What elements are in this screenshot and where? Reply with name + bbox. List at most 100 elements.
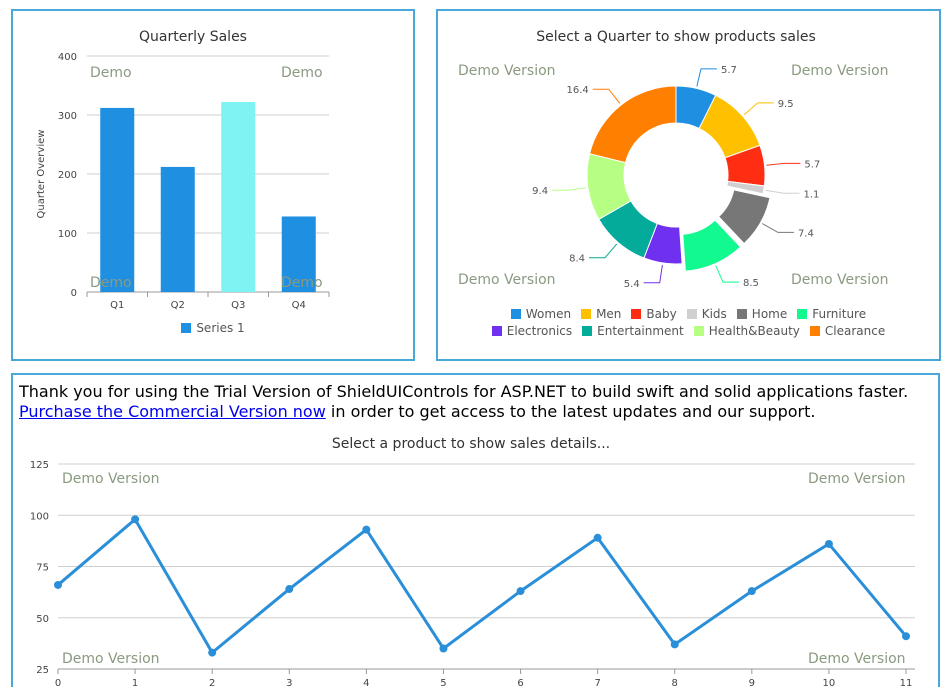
line-data-point[interactable] [593,533,602,542]
donut-label-connector [762,223,794,233]
line-x-tick-label: 6 [517,678,523,687]
line-data-point[interactable] [439,644,448,653]
bar-chart-title: Quarterly Sales [139,29,247,45]
donut-slice-furniture[interactable] [682,219,742,272]
sales-details-line-chart[interactable]: Select a product to show sales details..… [13,375,942,687]
donut-legend-men[interactable]: Men [581,307,621,321]
line-y-tick-label: 25 [36,665,49,676]
line-x-tick-label: 10 [823,678,836,687]
line-y-tick-label: 50 [36,614,49,625]
line-x-tick-label: 4 [363,678,369,687]
demo-watermark: Demo Version [62,471,160,487]
demo-watermark: Demo Version [62,651,160,667]
legend-label: Clearance [824,324,886,338]
legend-swatch [582,326,593,336]
line-data-point[interactable] [285,585,294,594]
donut-legend-kids[interactable]: Kids [686,307,727,321]
bar-y-tick-label: 300 [58,111,77,122]
donut-label-connector [765,189,800,194]
bar-legend-series-1[interactable]: Series 1 [181,321,245,335]
demo-watermark: Demo Version [808,651,906,667]
donut-legend-health-beauty[interactable]: Health&Beauty [693,324,800,338]
donut-data-label: 8.5 [743,278,759,289]
demo-watermark: Demo Version [791,63,889,79]
demo-watermark: Demo [90,65,132,81]
purchase-link[interactable]: Purchase the Commercial Version now [19,402,326,421]
donut-data-label: 8.4 [569,254,585,265]
legend-label: Baby [646,307,677,321]
donut-label-connector [766,162,801,166]
line-data-point[interactable] [54,580,62,589]
legend-label: Home [751,307,788,321]
legend-label: Furniture [812,307,867,321]
demo-watermark: Demo [281,275,323,291]
line-data-point[interactable] [824,539,833,548]
line-data-point[interactable] [516,587,525,596]
donut-legend-baby[interactable]: Baby [631,307,677,321]
bar-q4[interactable] [281,216,316,292]
bar-q3[interactable] [221,102,256,293]
trial-notice-text: Thank you for using the Trial Version of… [19,382,909,401]
quarterly-sales-panel: Quarterly Sales 0 100 200 300 400 Quarter Over… [11,9,415,361]
bar-y-axis-title: Quarter Overview [36,130,47,219]
donut-legend-furniture[interactable]: Furniture [797,307,866,321]
bar-legend-swatch [181,323,192,333]
line-data-point[interactable] [208,648,217,657]
donut-data-label: 5.7 [721,65,737,76]
donut-data-label: 1.1 [803,189,819,200]
demo-watermark: Demo [90,275,132,291]
donut-label-connector [696,68,717,87]
line-x-tick-label: 0 [55,678,61,687]
donut-legend-women[interactable]: Women [510,307,572,321]
donut-legend-home[interactable]: Home [736,307,788,321]
donut-data-label: 7.4 [798,228,814,239]
donut-label-connector [589,243,618,259]
bar-q2[interactable] [160,166,195,292]
line-x-tick-label: 2 [209,678,215,687]
legend-swatch [809,326,820,336]
line-data-point[interactable] [902,632,910,641]
donut-data-label: 9.5 [778,99,794,110]
demo-watermark: Demo Version [458,272,556,288]
donut-legend-clearance[interactable]: Clearance [809,324,886,338]
bar-q1[interactable] [100,107,135,292]
bar-y-tick-label: 0 [71,288,77,299]
bar-x-tick-label: Q4 [292,300,306,311]
legend-label: Women [525,307,572,321]
line-x-tick-label: 3 [286,678,292,687]
donut-data-label: 5.7 [804,159,820,170]
line-data-point[interactable] [747,587,756,596]
line-data-point[interactable] [131,515,140,524]
donut-slice-clearance[interactable] [588,85,677,164]
donut-label-connector [643,264,663,284]
legend-swatch [631,309,642,319]
legend-label: Men [596,307,622,321]
bar-y-tick-label: 200 [58,170,77,181]
donut-data-label: 16.4 [566,85,588,96]
legend-swatch [581,309,592,319]
bar-x-tick-label: Q3 [231,300,245,311]
line-y-tick-label: 100 [30,511,49,522]
legend-swatch [686,309,697,319]
donut-data-label: 9.4 [532,186,548,197]
line-chart-title: Select a product to show sales details..… [332,436,610,452]
donut-legend-electronics[interactable]: Electronics [491,324,572,338]
donut-slice-kids[interactable] [726,180,765,195]
donut-label-connector [715,265,740,283]
line-data-point[interactable] [362,525,371,534]
donut-label-connector [592,88,621,104]
donut-slice-home[interactable] [718,189,771,245]
line-x-tick-label: 7 [594,678,600,687]
demo-watermark: Demo Version [808,471,906,487]
legend-swatch [797,309,808,319]
demo-watermark: Demo [281,65,323,81]
bar-legend: Series 1 [13,321,413,335]
donut-legend-row-2: Electronics Entertainment Health&Beauty Cle… [438,324,939,338]
quarterly-sales-chart[interactable]: Quarterly Sales 0 100 200 300 400 Quarter Over… [13,11,413,359]
line-data-point[interactable] [670,640,679,649]
line-series[interactable] [57,517,908,655]
donut-legend-entertainment[interactable]: Entertainment [582,324,684,338]
product-sales-donut-chart[interactable]: Select a Quarter to show products sales 5… [438,11,939,359]
line-x-tick-label: 1 [132,678,138,687]
line-x-tick-label: 5 [440,678,446,687]
